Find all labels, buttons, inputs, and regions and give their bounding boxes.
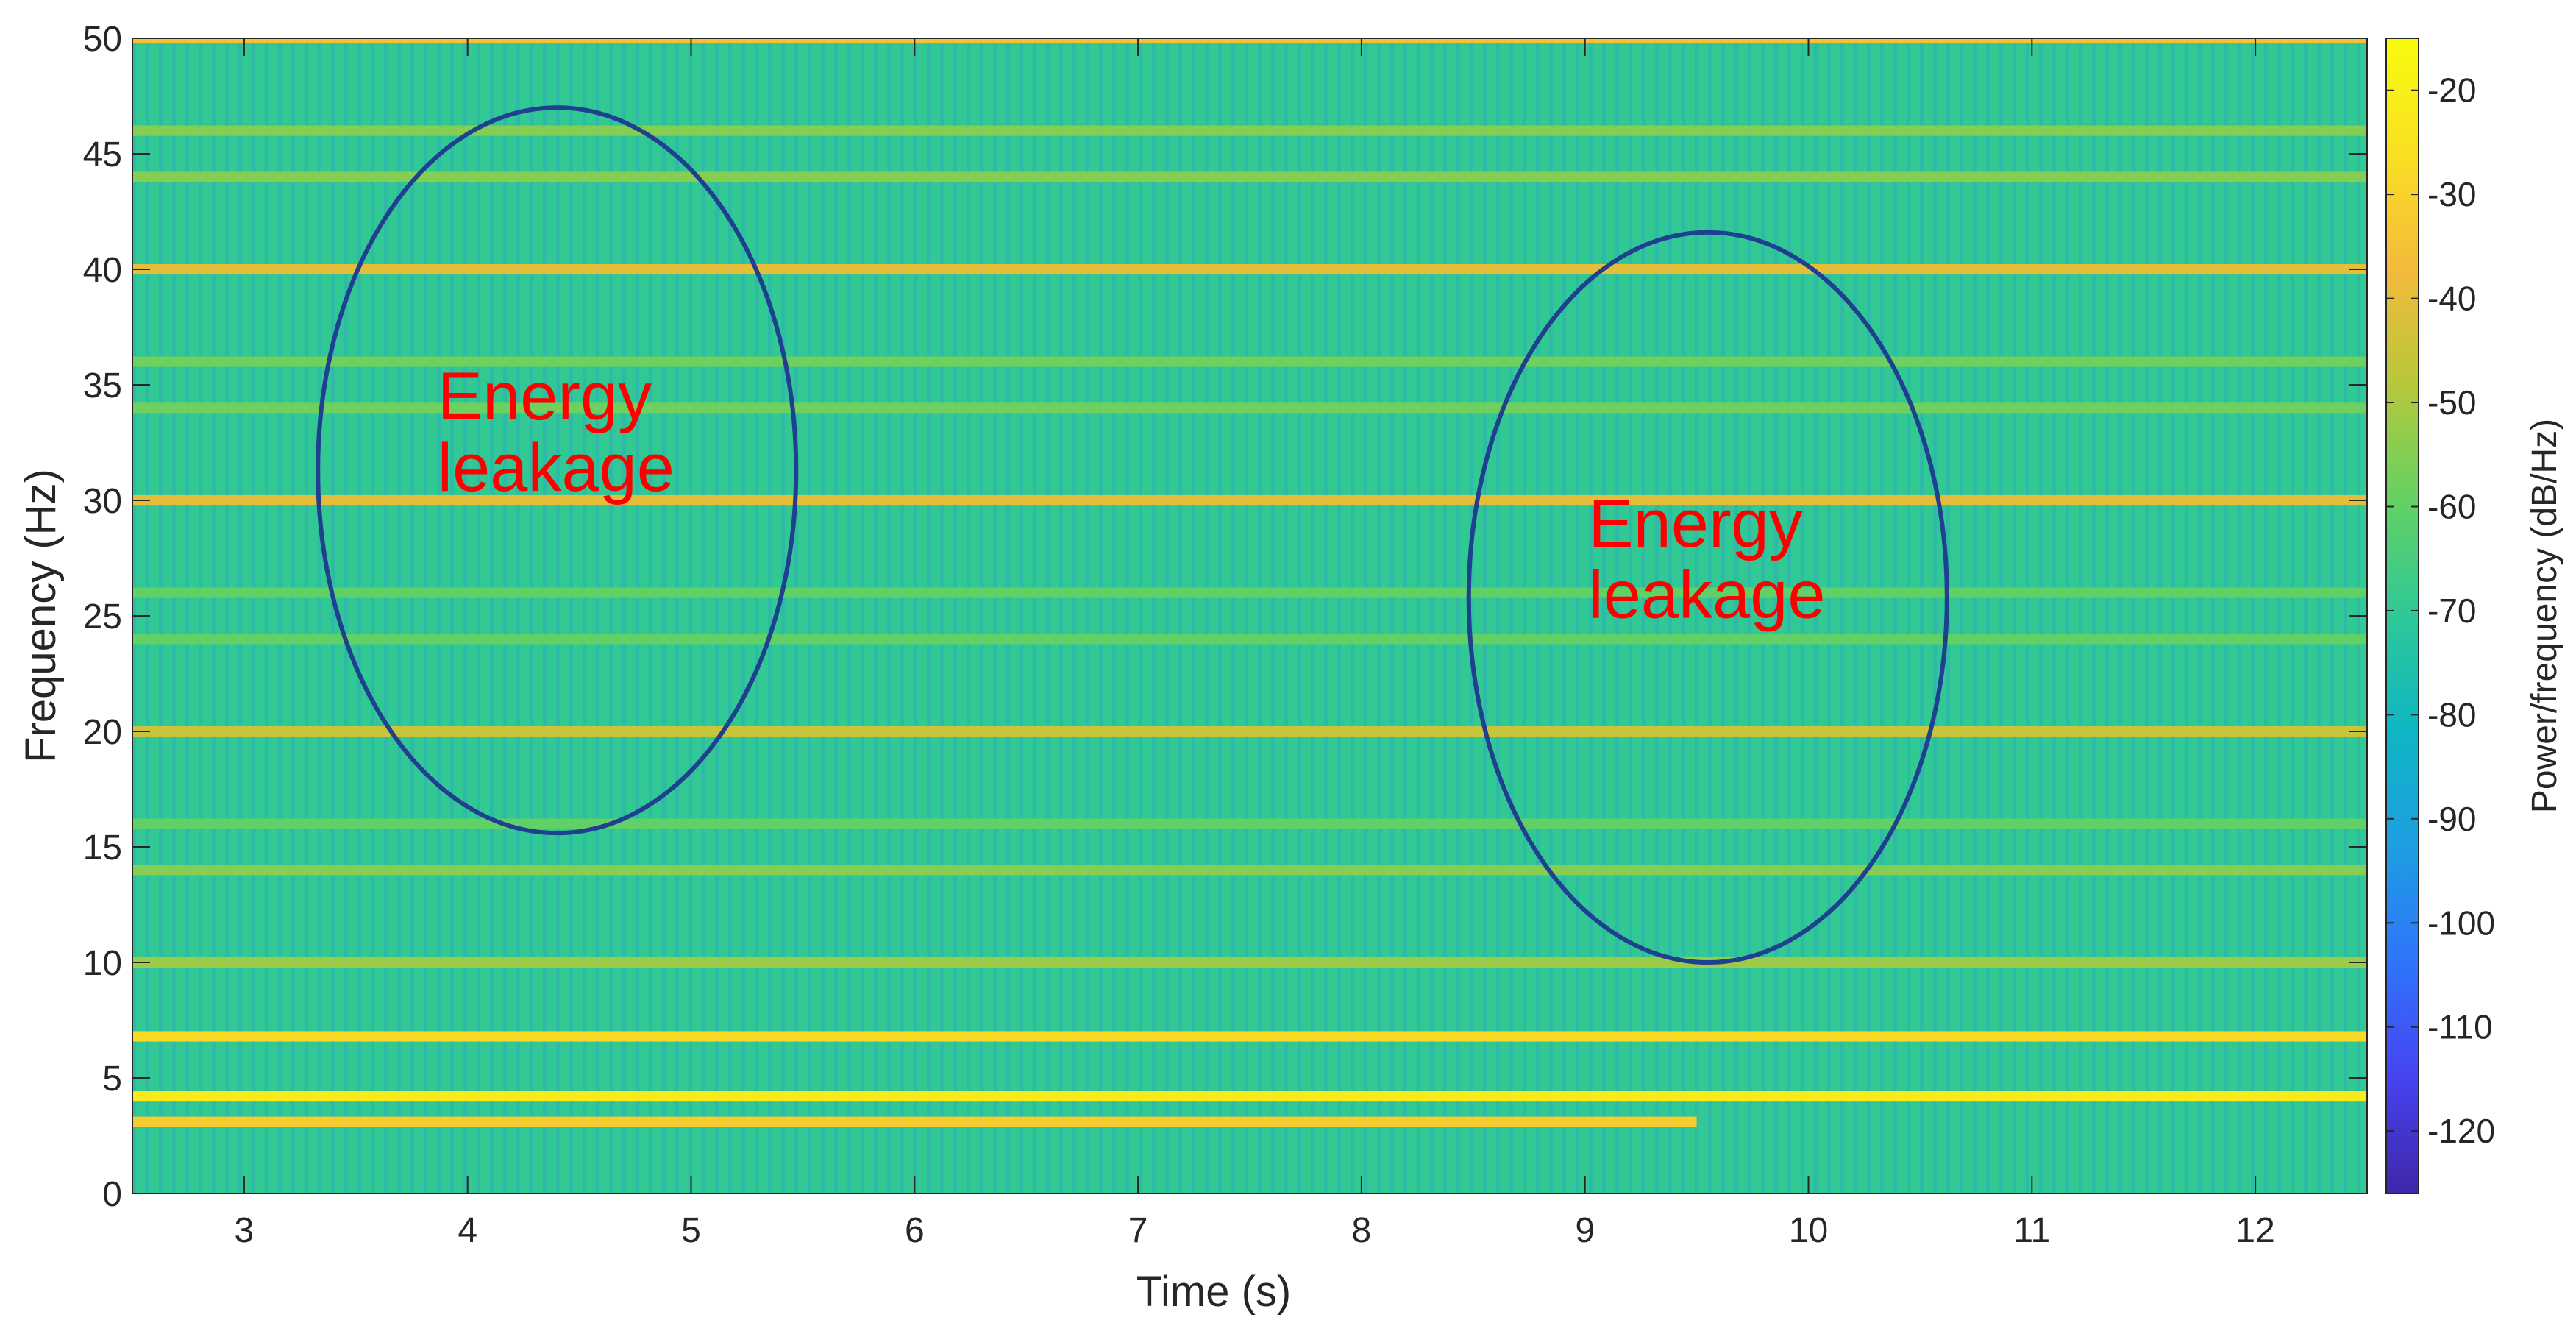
colorbar-tick-label: -70 xyxy=(2427,592,2476,630)
annotation-label: Energy leakage xyxy=(1588,486,1825,633)
y-tick-label: 40 xyxy=(83,251,122,290)
harmonic-line xyxy=(132,725,2367,737)
x-tick-label: 4 xyxy=(458,1211,477,1250)
colorbar-tick-label: -80 xyxy=(2427,695,2476,734)
colorbar-tick-label: -20 xyxy=(2427,71,2476,110)
plot-area: Energy leakage Energy leakage xyxy=(132,38,2367,1193)
y-axis-label: Frequency (Hz) xyxy=(17,469,65,763)
y-tick-label: 35 xyxy=(83,366,122,405)
harmonic-line xyxy=(132,957,2367,968)
x-tick-label: 10 xyxy=(1789,1211,1828,1250)
y-axis-ticks: 0 5 10 15 20 25 30 35 40 45 50 xyxy=(83,20,2367,1214)
x-tick-label: 6 xyxy=(905,1211,925,1250)
y-tick-label: 50 xyxy=(83,20,122,59)
x-tick-label: 11 xyxy=(2013,1211,2050,1250)
y-tick-label: 15 xyxy=(83,829,122,868)
colorbar-tick-label: -30 xyxy=(2427,175,2476,213)
x-axis-ticks: 3 4 5 6 7 8 9 10 11 12 xyxy=(235,38,2275,1250)
annotations: Energy leakage Energy leakage xyxy=(316,105,1949,965)
harmonic-lines xyxy=(132,38,2367,1127)
y-tick-label: 30 xyxy=(83,482,122,521)
annotation-ellipse xyxy=(316,105,799,836)
y-tick-label: 25 xyxy=(83,597,122,636)
harmonic-line xyxy=(132,171,2367,182)
harmonic-line xyxy=(132,865,2367,876)
y-tick-label: 45 xyxy=(83,135,122,174)
harmonic-line xyxy=(132,634,2367,645)
y-tick-label: 5 xyxy=(102,1060,122,1099)
annotation-label: Energy leakage xyxy=(438,359,675,505)
x-tick-label: 3 xyxy=(235,1211,255,1250)
harmonic-line xyxy=(132,494,2367,506)
harmonic-line xyxy=(132,125,2367,136)
harmonic-line xyxy=(132,1031,2367,1042)
x-tick-label: 5 xyxy=(681,1211,701,1250)
harmonic-line xyxy=(132,38,2367,44)
harmonic-line xyxy=(132,356,2367,367)
harmonic-line xyxy=(132,402,2367,414)
colorbar-tick-label: -50 xyxy=(2427,383,2476,422)
x-axis-label: Time (s) xyxy=(1136,1268,1291,1316)
harmonic-line xyxy=(132,1091,2367,1102)
colorbar-tick-label: -120 xyxy=(2427,1112,2495,1150)
colorbar xyxy=(2385,38,2419,1194)
harmonic-line xyxy=(132,1116,1697,1127)
colorbar-label: Power/frequency (dB/Hz) xyxy=(2525,419,2564,813)
colorbar-tick-label: -40 xyxy=(2427,280,2476,318)
y-tick-label: 0 xyxy=(102,1175,122,1214)
colorbar-tick-label: -110 xyxy=(2427,1008,2493,1046)
colorbar-ticks: -20 -30 -40 -50 -60 -70 -80 -90 -100 -110 -120 xyxy=(2386,71,2495,1150)
x-tick-label: 7 xyxy=(1128,1211,1148,1250)
colorbar-tick-label: -100 xyxy=(2427,904,2495,942)
y-tick-label: 20 xyxy=(83,713,122,752)
harmonic-line xyxy=(132,818,2367,829)
harmonic-line xyxy=(132,587,2367,598)
annotation-ellipse xyxy=(1466,230,1949,965)
x-tick-label: 9 xyxy=(1575,1211,1595,1250)
x-tick-label: 12 xyxy=(2235,1211,2274,1250)
y-tick-label: 10 xyxy=(83,944,122,983)
colorbar-tick-label: -90 xyxy=(2427,800,2476,838)
x-tick-label: 8 xyxy=(1352,1211,1372,1250)
harmonic-line xyxy=(132,263,2367,275)
colorbar-tick-label: -60 xyxy=(2427,487,2476,525)
spectrogram-texture xyxy=(132,38,2367,1193)
